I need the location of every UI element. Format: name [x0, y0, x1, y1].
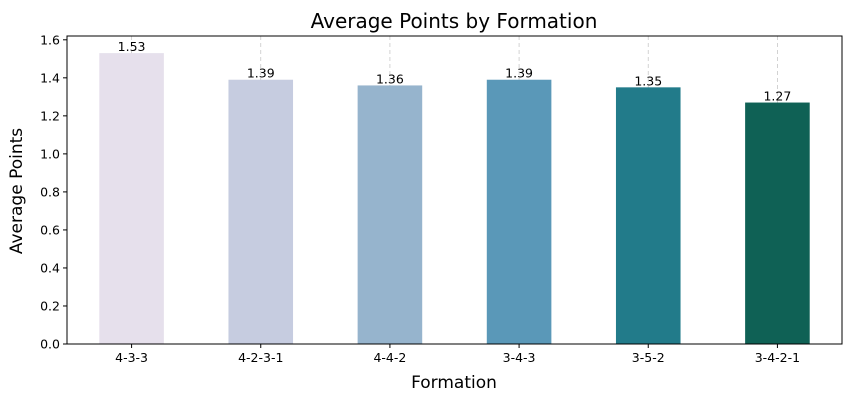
y-tick-label: 1.6 — [40, 32, 60, 47]
y-tick-label: 0.2 — [40, 298, 60, 313]
x-tick-label: 3-4-2-1 — [755, 350, 800, 365]
bar — [615, 87, 681, 344]
x-axis-ticks: 4-3-3 4-2-3-1 4-4-2 3-4-3 3-5-2 3-4-2-1 — [115, 344, 800, 365]
data-labels: 1.53 1.39 1.36 1.39 1.35 1.27 — [118, 39, 792, 103]
y-tick-label: 1.2 — [40, 108, 60, 123]
y-axis-ticks: 0.0 0.2 0.4 0.6 0.8 1.0 1.2 1.4 1.6 — [40, 32, 67, 352]
bar — [486, 79, 552, 344]
x-tick-label: 3-5-2 — [632, 350, 665, 365]
bar-value-label: 1.36 — [376, 71, 404, 86]
bar-value-label: 1.53 — [118, 39, 146, 54]
bar — [99, 53, 164, 344]
bars — [99, 53, 810, 344]
bar — [745, 102, 810, 344]
y-tick-label: 1.4 — [40, 70, 60, 85]
plot-frame — [66, 35, 843, 345]
bar-value-label: 1.39 — [247, 66, 275, 81]
y-tick-label: 0.0 — [40, 337, 60, 352]
bar — [228, 79, 294, 344]
y-tick-label: 0.8 — [40, 184, 60, 199]
bar-value-label: 1.35 — [634, 73, 662, 88]
x-tick-label: 4-3-3 — [115, 350, 148, 365]
x-axis-label: Formation — [411, 373, 497, 393]
x-tick-label: 3-4-3 — [503, 350, 536, 365]
bar-value-label: 1.39 — [505, 66, 533, 81]
chart-title: Average Points by Formation — [311, 9, 598, 33]
y-tick-label: 1.0 — [40, 146, 60, 161]
x-tick-label: 4-4-2 — [373, 350, 406, 365]
y-tick-label: 0.4 — [40, 260, 60, 275]
bar-value-label: 1.27 — [763, 89, 791, 104]
bar — [357, 85, 423, 344]
y-axis-label: Average Points — [7, 128, 27, 254]
x-tick-label: 4-2-3-1 — [238, 350, 283, 365]
y-tick-label: 0.6 — [40, 222, 60, 237]
